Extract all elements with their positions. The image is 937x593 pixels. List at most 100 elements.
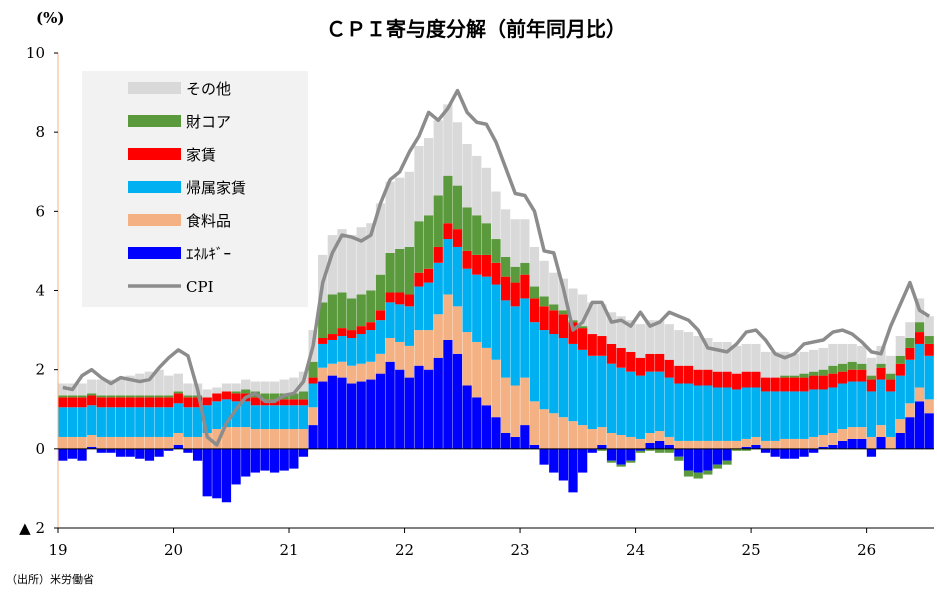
bar-segment [568,288,578,321]
bar-segment [423,138,434,216]
bar-segment [404,171,414,247]
bar-segment [67,407,78,437]
y-tick-label: 10 [26,44,45,62]
bar-segment [837,371,848,384]
bar-segment [385,292,395,303]
bar-segment [655,371,665,432]
bar-segment [135,407,145,437]
bar-segment [645,353,655,372]
bar-segment [914,332,925,344]
legend-label: ｴﾈﾙｷﾞｰ [186,245,231,263]
bar-segment [346,338,357,366]
bar-segment [337,377,347,449]
bar-segment [722,440,732,449]
cpi-line-group [62,88,931,447]
bar-segment [510,266,520,283]
bar-segment [789,391,800,439]
legend-swatch [128,181,181,193]
bar-segment [828,343,838,366]
bar-segment [356,334,366,364]
bar-segment [616,464,626,467]
bar-segment [452,185,463,230]
bar-segment [760,448,771,453]
bar-segment [395,369,405,449]
bar-segment [828,387,838,433]
bar-segment [106,448,116,453]
legend-box [82,71,308,307]
bar-segment [385,338,395,362]
bar-segment [115,397,126,408]
bar-segment [481,276,491,348]
bar-segment [568,343,578,422]
bar-segment [780,448,790,459]
bar-segment [77,395,87,398]
bar-segment [135,436,145,449]
bar-segment [404,377,414,449]
bar-segment [501,433,511,449]
bar-segment [462,250,472,269]
bar-segment [212,401,222,430]
bar-segment [683,332,694,366]
bar-segment [578,425,588,449]
bar-segment [135,373,145,396]
bar-segment [501,300,511,378]
bar-segment [539,296,549,307]
bar-segment [327,334,337,340]
bar-segment [568,322,578,344]
bar-segment [164,407,174,437]
bar-segment [269,381,280,394]
bar-segment [664,444,674,449]
bar-segment [626,448,636,461]
bar-segment [789,375,800,378]
bar-segment [693,472,703,479]
bar-segment [558,310,568,315]
bar-segment [780,391,790,439]
bar-segment [115,448,126,457]
bar-segment [241,427,251,449]
legend-label: 財コア [186,113,231,131]
bar-segment [529,401,540,445]
bar-segment [125,407,135,437]
bar-segment [87,393,97,396]
bar-segment [741,371,751,388]
bar-segment [809,448,819,453]
bar-segment [606,460,617,463]
bar-segment [462,207,472,251]
bar-segment [346,383,357,449]
bar-segment [231,393,241,402]
bar-segment [760,391,771,441]
chart-title: ＣＰＩ寄与度分解（前年同月比） [326,17,626,41]
bar-segment [183,407,193,437]
bar-segment [212,393,222,402]
bar-segment [732,389,742,441]
bar-segment [144,436,155,449]
bar-segment [558,338,568,418]
bar-segment [799,438,809,449]
bar-segment [269,429,280,449]
bar-segment [318,302,328,339]
bar-segment [857,345,867,364]
bar-segment [837,383,848,430]
bar-segment [828,444,838,449]
bar-segment [404,306,414,346]
legend-swatch [128,214,181,226]
bar-segment [250,405,260,430]
bar-segment [914,322,925,333]
bar-segment [202,397,212,406]
bar-segment [683,365,694,384]
bar-segment [395,304,405,342]
bar-segment [847,343,857,362]
x-tick-label: 20 [164,541,183,559]
bar-segment [818,369,828,376]
bar-segment [414,146,424,222]
bar-segment [606,448,617,461]
bar-segment [809,349,819,372]
bar-segment [510,219,520,267]
bar-segment [905,359,915,404]
bar-segment [183,383,193,396]
bar-segment [732,448,742,451]
bar-segment [587,334,597,356]
bar-segment [558,314,568,338]
bar-segment [520,377,530,426]
